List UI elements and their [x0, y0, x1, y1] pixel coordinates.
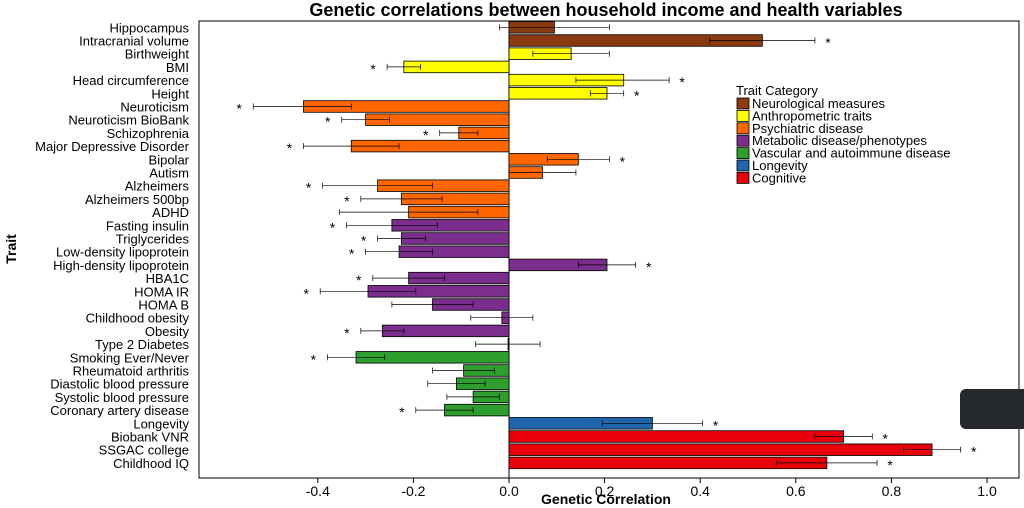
y-axis-title: Trait — [3, 234, 19, 264]
legend-label-4: Vascular and autoimmune disease — [752, 146, 951, 161]
trait-label-0: Hippocampus — [110, 20, 190, 35]
trait-label-22: Childhood obesity — [86, 311, 190, 326]
trait-label-18: High-density lipoprotein — [53, 258, 189, 273]
trait-label-11: Autism — [149, 166, 189, 181]
trait-label-27: Diastolic blood pressure — [50, 377, 189, 392]
legend-swatch-4 — [736, 147, 750, 160]
legend-label-6: Cognitive — [752, 170, 806, 185]
x-tick-label-2: 0.0 — [499, 483, 519, 499]
sig-marker-17: * — [349, 246, 355, 262]
trait-label-9: Major Depressive Disorder — [35, 139, 190, 154]
legend-swatch-5 — [736, 159, 750, 172]
sig-marker-30: * — [713, 417, 719, 433]
trait-label-12: Alzheimers — [125, 179, 190, 194]
sig-marker-29: * — [399, 404, 405, 420]
legend-label-0: Neurological measures — [752, 96, 885, 111]
trait-label-14: ADHD — [152, 205, 189, 220]
trait-label-1: Intracranial volume — [79, 34, 189, 49]
legend-swatch-0 — [736, 97, 750, 110]
legend-swatch-1 — [736, 110, 750, 122]
plot-frame — [198, 20, 1020, 479]
legend-label-5: Longevity — [752, 158, 808, 173]
sig-marker-13: * — [344, 193, 350, 209]
legend-label-2: Psychiatric disease — [752, 121, 863, 136]
trait-label-33: Childhood IQ — [113, 456, 189, 471]
trait-label-10: Bipolar — [149, 152, 190, 167]
trait-label-26: Rheumatoid arthritis — [73, 364, 190, 379]
sig-marker-16: * — [361, 233, 367, 249]
trait-label-16: Triglycerides — [116, 232, 190, 247]
sig-marker-10: * — [620, 153, 626, 169]
trait-label-20: HOMA IR — [134, 284, 189, 299]
legend-title: Trait Category — [736, 83, 818, 98]
x-tick-label-4: 0.4 — [690, 483, 710, 499]
bar-31 — [508, 430, 845, 443]
trait-label-30: Longevity — [133, 416, 189, 431]
trait-label-15: Fasting insulin — [106, 218, 189, 233]
sig-marker-9: * — [287, 140, 293, 156]
legend-swatch-6 — [736, 171, 750, 184]
sig-marker-23: * — [344, 325, 350, 341]
x-tick-label-1: -0.2 — [401, 483, 425, 499]
sig-marker-4: * — [679, 74, 685, 90]
sig-marker-5: * — [634, 87, 640, 103]
trait-label-32: SSGAC college — [99, 443, 189, 458]
significance-markers: ************************ — [237, 35, 977, 473]
sig-marker-25: * — [311, 351, 317, 367]
trait-label-31: Biobank VNR — [111, 430, 189, 445]
sig-marker-31: * — [883, 431, 889, 447]
trait-label-7: Neuroticism BioBank — [68, 113, 189, 128]
chart-title: Genetic correlations between household i… — [309, 0, 902, 20]
x-axis-title: Genetic Correlation — [541, 491, 671, 507]
bar-32 — [508, 443, 933, 456]
legend-swatch-2 — [736, 122, 750, 135]
trait-label-29: Coronary artery disease — [50, 403, 189, 418]
trait-label-24: Type 2 Diabetes — [95, 337, 189, 352]
x-tick-label-7: 1.0 — [977, 483, 997, 499]
x-tick-label-6: 0.8 — [882, 483, 902, 499]
sig-marker-20: * — [303, 285, 309, 301]
trait-label-17: Low-density lipoprotein — [56, 245, 189, 260]
x-axis-ticks: -0.4 -0.2 0.0 0.2 0.4 0.6 0.8 1.0 — [306, 478, 997, 499]
x-tick-label-5: 0.6 — [786, 483, 806, 499]
sig-marker-19: * — [356, 272, 362, 288]
sig-marker-3: * — [370, 61, 376, 77]
sig-marker-18: * — [646, 259, 652, 275]
overlay-panel[interactable] — [960, 389, 1024, 429]
sig-marker-1: * — [825, 35, 831, 51]
sig-marker-15: * — [330, 219, 336, 235]
trait-label-8: Schizophrenia — [107, 126, 190, 141]
legend-swatch-3 — [736, 134, 750, 147]
trait-label-6: Neuroticism — [120, 100, 189, 115]
trait-label-5: Height — [151, 86, 189, 101]
x-tick-label-3: 0.2 — [595, 483, 615, 499]
trait-label-21: HOMA B — [138, 298, 189, 313]
legend-label-1: Anthropometric traits — [752, 108, 872, 123]
trait-label-19: HBA1C — [146, 271, 189, 286]
sig-marker-12: * — [306, 180, 312, 196]
legend: Trait Category Neurological measuresAnth… — [736, 83, 951, 185]
trait-label-4: Head circumference — [73, 73, 189, 88]
sig-marker-8: * — [423, 127, 429, 143]
sig-marker-33: * — [887, 457, 893, 473]
errorbars-layer — [252, 24, 962, 466]
legend-label-3: Metabolic disease/phenotypes — [752, 133, 927, 148]
trait-label-2: Birthweight — [125, 47, 190, 62]
sig-marker-6: * — [237, 101, 243, 117]
bars-layer — [303, 21, 933, 470]
trait-label-3: BMI — [166, 60, 189, 75]
trait-label-28: Systolic blood pressure — [55, 390, 189, 405]
trait-label-13: Alzheimers 500bp — [85, 192, 189, 207]
sig-marker-32: * — [971, 444, 977, 460]
trait-label-23: Obesity — [145, 324, 190, 339]
x-tick-label-0: -0.4 — [306, 483, 330, 499]
sig-marker-7: * — [325, 114, 331, 130]
trait-label-25: Smoking Ever/Never — [70, 350, 190, 365]
